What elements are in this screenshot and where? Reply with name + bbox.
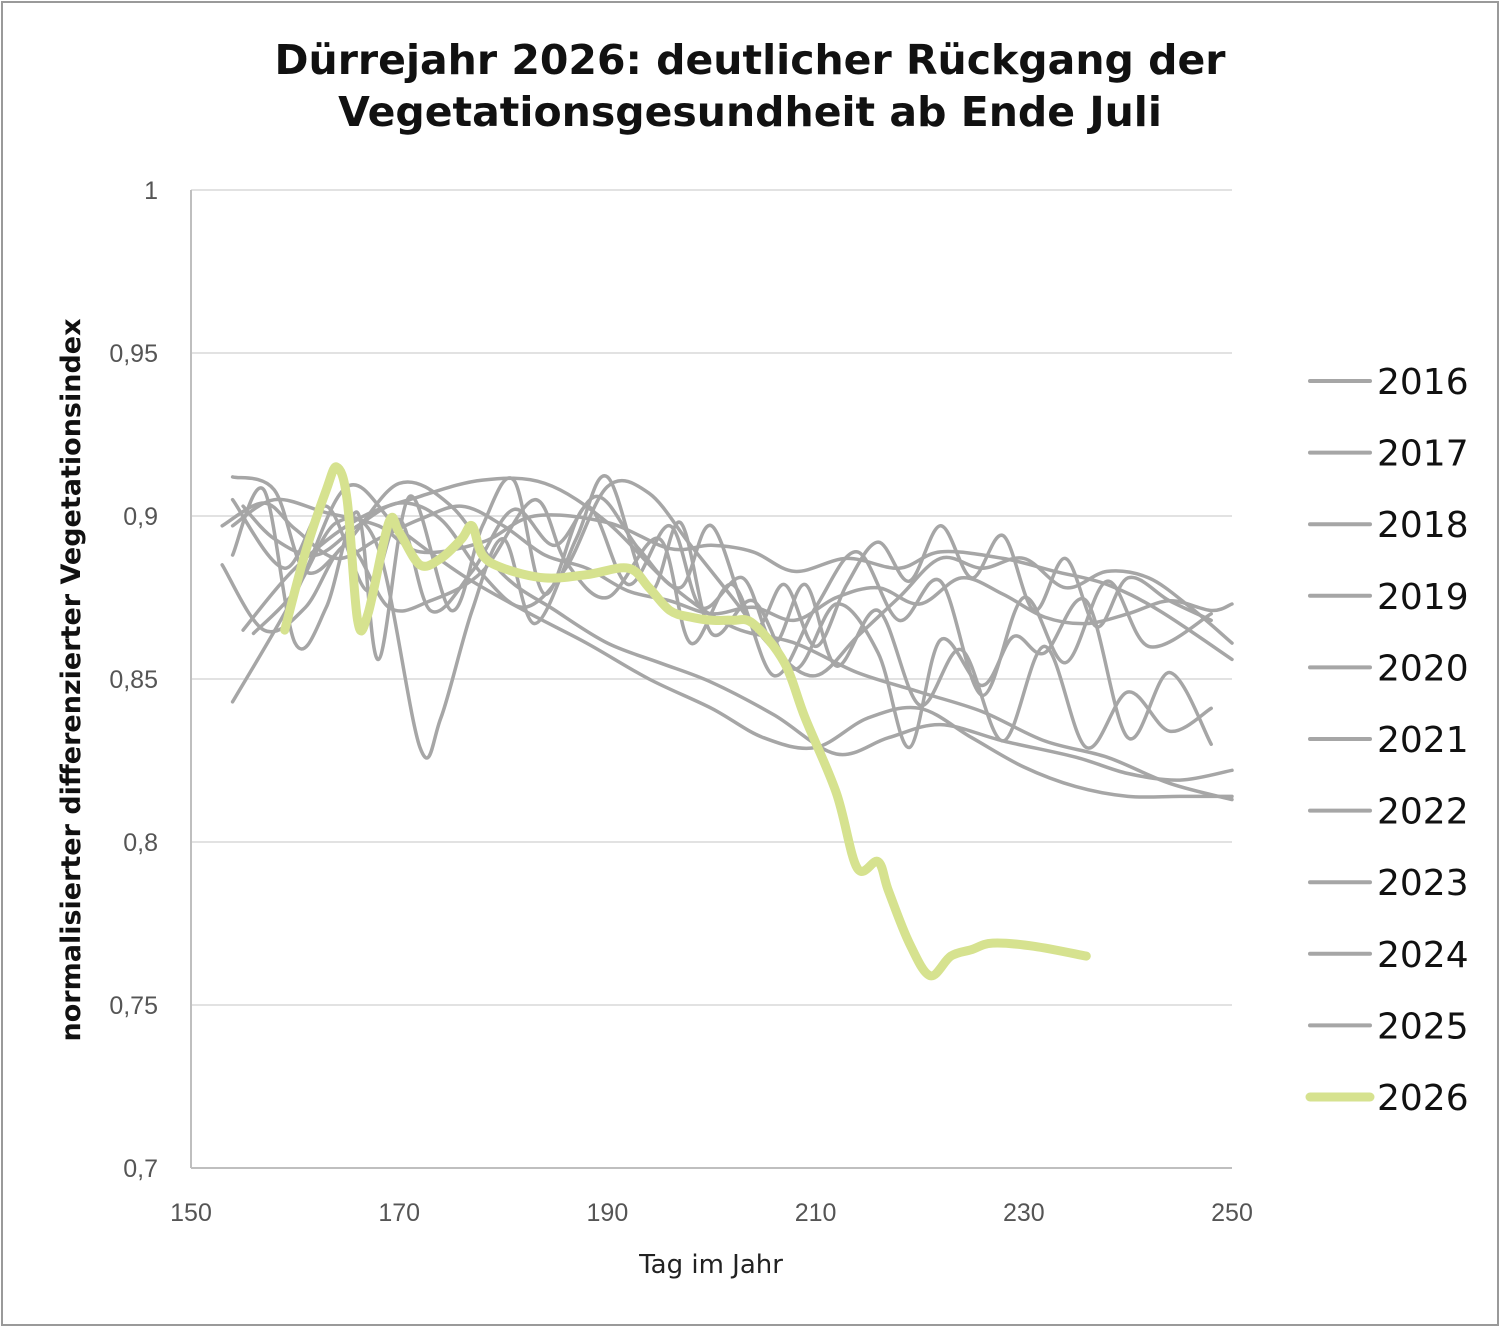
legend-label-2023: 2023 [1377, 863, 1469, 904]
series-line-2025 [241, 478, 1234, 678]
legend-label-2022: 2022 [1377, 792, 1469, 833]
legend-label-2016: 2016 [1377, 362, 1469, 403]
x-tick-label: 250 [1211, 1199, 1253, 1227]
x-tick-label: 190 [587, 1199, 629, 1227]
chart-title-line: Vegetationsgesundheit ab Ende Juli [338, 88, 1162, 136]
legend-label-2020: 2020 [1377, 648, 1469, 689]
y-tick-label: 0,7 [123, 1155, 158, 1183]
legend-label-2018: 2018 [1377, 505, 1469, 546]
y-axis-title: normalisierter differenzierter Vegetatio… [56, 318, 87, 1041]
y-tick-label: 0,85 [109, 666, 158, 694]
series-line-2020 [230, 476, 1213, 750]
series-line-2018 [230, 483, 1234, 799]
y-tick-label: 0,9 [123, 503, 158, 531]
legend-label-2025: 2025 [1377, 1006, 1469, 1047]
chart-title-line: Dürrejahr 2026: deutlicher Rückgang der [274, 36, 1226, 84]
x-tick-label: 170 [378, 1199, 420, 1227]
legend-label-2021: 2021 [1377, 720, 1469, 761]
legend-label-2019: 2019 [1377, 577, 1469, 618]
y-tick-label: 0,75 [109, 992, 158, 1020]
y-tick-label: 1 [144, 177, 158, 205]
series-line-2026 [280, 462, 1091, 981]
legend-label-2017: 2017 [1377, 434, 1469, 475]
y-tick-label: 0,95 [109, 340, 158, 368]
x-tick-label: 210 [795, 1199, 837, 1227]
legend-label-2026: 2026 [1377, 1078, 1469, 1119]
x-tick-label: 230 [1003, 1199, 1045, 1227]
legend-label-2024: 2024 [1377, 935, 1469, 976]
x-tick-label: 150 [170, 1199, 212, 1227]
y-tick-label: 0,8 [123, 829, 158, 857]
x-axis-title: Tag im Jahr [638, 1250, 783, 1280]
